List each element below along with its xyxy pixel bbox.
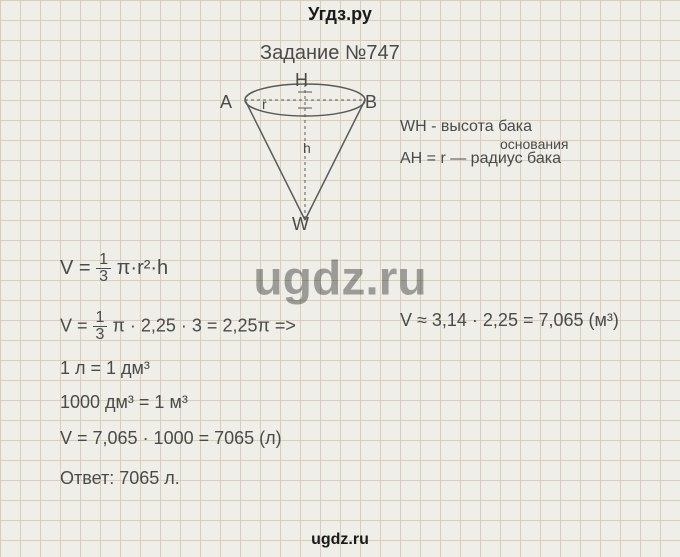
label-h-side: h: [303, 140, 311, 156]
calc1-num: 1: [93, 310, 108, 327]
calc-line-2: V = 7,065 · 1000 = 7065 (л): [60, 428, 282, 449]
calc1-fraction: 1 3: [93, 310, 108, 343]
label-w: W: [292, 214, 309, 235]
volume-formula: V = 1 3 π·r²·h: [60, 252, 168, 285]
site-header: Угдз.ру: [0, 4, 680, 25]
note-height: WH - высота бака: [400, 118, 532, 136]
frac-den: 3: [96, 269, 111, 285]
frac-num: 1: [96, 252, 111, 269]
formula-rhs: π·r²·h: [117, 257, 169, 279]
calc1-den: 3: [93, 327, 108, 343]
calc1-mid: π · 2,25 · 3 = 2,25π =>: [112, 315, 295, 335]
answer-line: Ответ: 7065 л.: [60, 468, 180, 489]
calc1-lhs: V =: [60, 315, 88, 335]
label-h-top: H: [295, 70, 308, 91]
label-b: B: [365, 92, 377, 113]
site-footer: ugdz.ru: [0, 531, 680, 549]
task-title: Задание №747: [260, 42, 400, 65]
conversion-2: 1000 дм³ = 1 м³: [60, 392, 188, 413]
conversion-1: 1 л = 1 дм³: [60, 358, 150, 379]
formula-lhs: V =: [60, 257, 91, 279]
label-r: r: [262, 96, 267, 112]
calc-line-1-right: V ≈ 3,14 · 2,25 = 7,065 (м³): [400, 310, 619, 331]
formula-fraction: 1 3: [96, 252, 111, 285]
calc-line-1-left: V = 1 3 π · 2,25 · 3 = 2,25π =>: [60, 310, 296, 343]
label-a: A: [220, 92, 232, 113]
note-radius: AH = r — радиус бака: [400, 150, 561, 168]
